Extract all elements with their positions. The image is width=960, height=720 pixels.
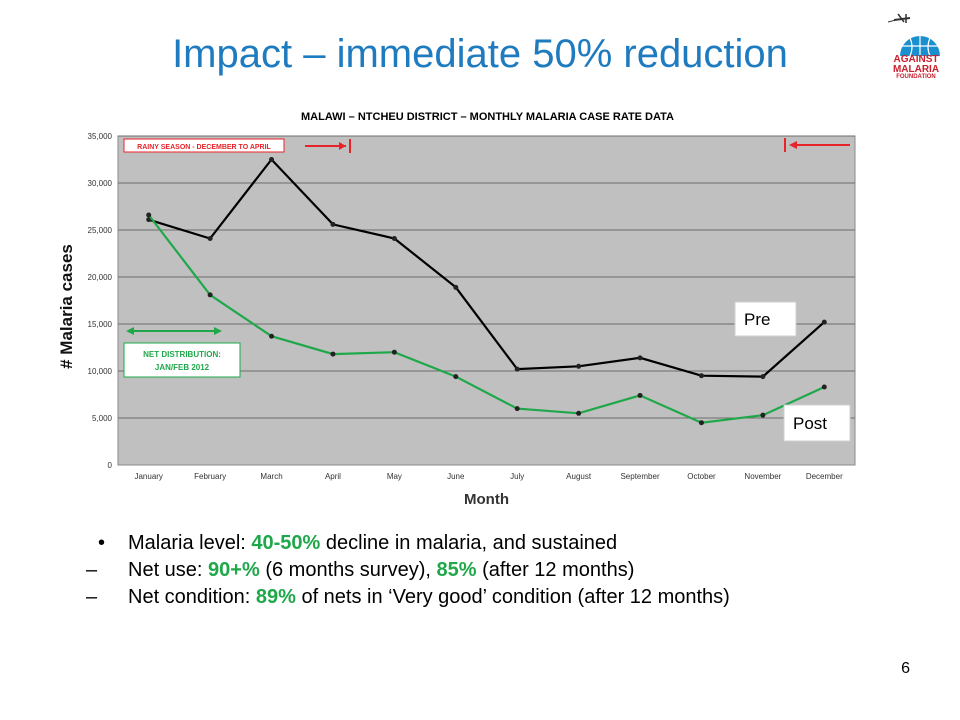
bullet-text: decline in malaria, and sustained xyxy=(320,532,618,554)
data-point-post xyxy=(330,351,336,357)
x-axis-title: Month xyxy=(464,491,509,508)
net-distribution-label: NET DISTRIBUTION: xyxy=(143,350,221,359)
x-tick-label: March xyxy=(260,472,282,481)
bullet-marker: – xyxy=(86,559,98,581)
x-tick-label: February xyxy=(194,472,226,481)
data-point-post xyxy=(698,420,704,426)
net-distribution-date: JAN/FEB 2012 xyxy=(155,363,210,372)
rainy-season-label: RAINY SEASON - DECEMBER TO APRIL xyxy=(137,144,271,151)
x-tick-label: October xyxy=(687,472,716,481)
data-point-post xyxy=(146,212,152,218)
data-point-post xyxy=(760,412,766,418)
page-number: 6 xyxy=(901,660,910,677)
y-tick-label: 15,000 xyxy=(88,320,113,329)
data-point-pre xyxy=(391,235,397,241)
bullet-text: Malaria level: xyxy=(128,532,252,554)
y-tick-label: 30,000 xyxy=(88,179,113,188)
data-point-pre xyxy=(453,284,459,290)
post-label-box xyxy=(783,404,851,442)
net-arrowhead-left xyxy=(126,327,134,335)
bullet-text: (6 months survey), xyxy=(259,559,437,581)
bullet-highlight: 90+% xyxy=(208,559,260,581)
data-point-post xyxy=(821,384,827,390)
net-arrowhead-right xyxy=(214,327,222,335)
data-point-post xyxy=(207,292,213,298)
logo-text-against: AGAINST xyxy=(893,54,939,65)
bullet-marker: – xyxy=(86,586,98,608)
rainy-season-box xyxy=(123,138,285,153)
data-point-pre xyxy=(514,366,520,372)
x-tick-label: December xyxy=(806,472,843,481)
bullet-highlight: 85% xyxy=(436,559,477,581)
series-line-post xyxy=(147,214,825,424)
y-tick-label: 35,000 xyxy=(88,132,113,141)
data-point-pre xyxy=(330,221,336,227)
logo-text-foundation: FOUNDATION xyxy=(896,74,936,80)
data-point-pre xyxy=(760,374,766,380)
x-tick-label: August xyxy=(566,472,592,481)
y-tick-label: 25,000 xyxy=(88,226,113,235)
pre-label-box xyxy=(734,301,797,337)
data-point-post xyxy=(576,410,582,416)
bullet-text: (after 12 months) xyxy=(476,559,635,581)
x-tick-label: November xyxy=(744,472,781,481)
bullet-text: Net use: xyxy=(128,559,209,581)
x-tick-label: July xyxy=(510,472,524,481)
y-axis-title: # Malaria cases xyxy=(57,244,76,369)
data-point-pre xyxy=(269,157,275,162)
logo-text-malaria: MALARIA xyxy=(892,64,940,75)
data-point-pre xyxy=(576,363,582,369)
data-point-post xyxy=(391,349,397,355)
rainy-arrowhead-left xyxy=(339,142,346,150)
bullet-net-condition: – Net condition: 89% of nets in ‘Very goo… xyxy=(86,584,730,611)
x-tick-label: September xyxy=(620,472,659,481)
bullet-text: of nets in ‘Very good’ condition (after … xyxy=(295,586,730,608)
data-point-post xyxy=(514,406,520,412)
data-point-post xyxy=(637,392,643,398)
data-point-pre xyxy=(698,373,704,379)
post-label: Post xyxy=(793,414,827,433)
rainy-arrowhead-right xyxy=(789,141,797,149)
y-tick-label: 0 xyxy=(108,461,113,470)
bullet-malaria-level: • Malaria level: 40-50% decline in malari… xyxy=(98,530,730,557)
bullet-text: Net condition: xyxy=(128,586,256,608)
pre-label: Pre xyxy=(744,310,770,329)
chart-title: MALAWI – NTCHEU DISTRICT – MONTHLY MALAR… xyxy=(301,111,674,123)
bullet-highlight: 89% xyxy=(255,586,296,608)
bullet-highlight: 40-50% xyxy=(251,532,321,554)
y-tick-label: 5,000 xyxy=(92,414,113,423)
series-line-pre xyxy=(148,157,826,378)
plot-area xyxy=(117,135,856,466)
data-point-pre xyxy=(637,355,643,361)
bullet-list: • Malaria level: 40-50% decline in malari… xyxy=(86,530,730,611)
malaria-line-chart: 0 5,000 10,000 15,000 20,000 25,000 30,000 35,0… xyxy=(57,132,856,508)
mosquito-globe-icon xyxy=(887,13,940,57)
x-tick-label: June xyxy=(447,472,465,481)
against-malaria-logo: AGAINST MALARIA FOUNDATION xyxy=(884,10,948,82)
y-tick-label: 10,000 xyxy=(88,367,113,376)
data-point-post xyxy=(453,374,459,380)
data-point-pre xyxy=(821,319,827,325)
x-tick-label: May xyxy=(387,472,402,481)
net-distribution-box xyxy=(123,342,241,378)
data-point-pre xyxy=(207,235,213,241)
y-tick-label: 20,000 xyxy=(88,273,113,282)
bullet-marker: • xyxy=(98,532,106,554)
slide-title: Impact – immediate 50% reduction xyxy=(172,32,788,76)
x-tick-label: April xyxy=(325,472,341,481)
data-point-post xyxy=(269,333,275,339)
bullet-net-use: – Net use: 90+% (6 months survey), 85% (a… xyxy=(86,557,730,584)
x-tick-label: January xyxy=(134,472,162,481)
